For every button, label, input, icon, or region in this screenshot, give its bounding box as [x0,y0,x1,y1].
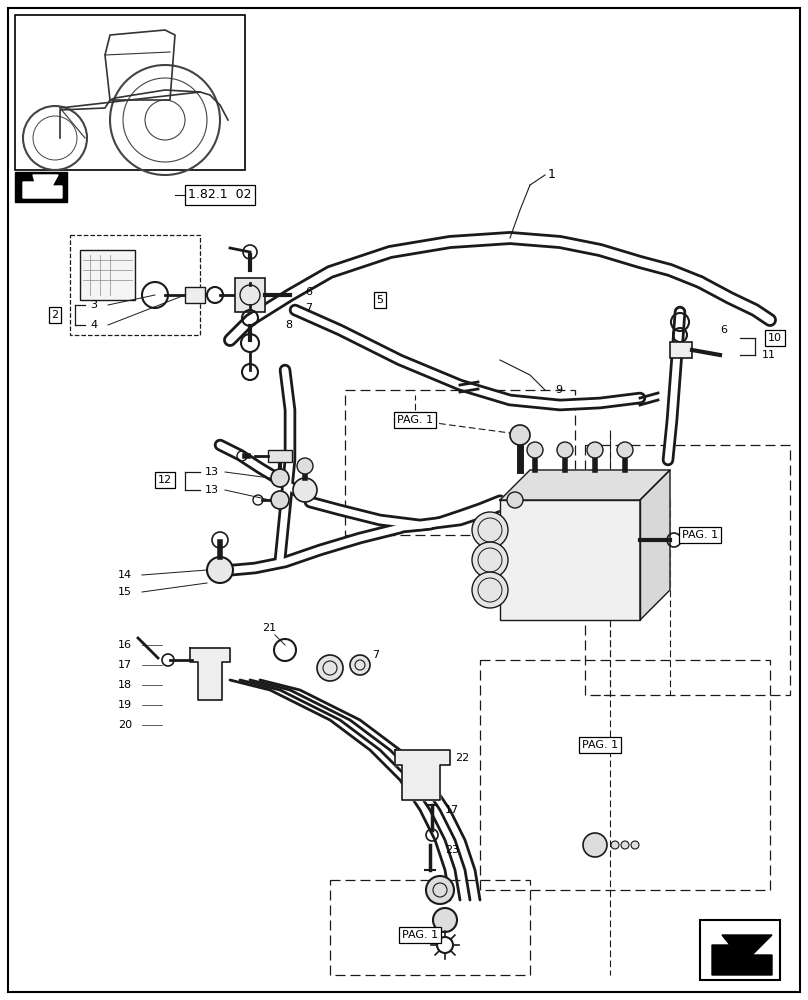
Text: 17: 17 [118,660,133,670]
Text: 20: 20 [118,720,133,730]
Bar [670,342,692,358]
Circle shape [617,442,633,458]
Text: 12: 12 [158,475,172,485]
Polygon shape [395,750,450,800]
Circle shape [472,512,508,548]
Polygon shape [640,470,670,620]
Text: 5: 5 [377,295,384,305]
Circle shape [433,908,457,932]
Text: 23: 23 [445,845,459,855]
Polygon shape [500,470,670,500]
Text: 21: 21 [262,623,276,633]
Text: 3: 3 [90,300,97,310]
Bar [235,278,265,312]
Text: 7: 7 [305,303,312,313]
Bar [80,250,135,300]
Circle shape [271,469,289,487]
Text: 18: 18 [118,680,133,690]
Text: 13: 13 [205,485,219,495]
Text: 1: 1 [548,168,556,182]
Text: PAG. 1: PAG. 1 [397,415,433,425]
Text: PAG. 1: PAG. 1 [582,740,618,750]
Text: 22: 22 [455,753,469,763]
Text: 8: 8 [285,320,292,330]
Circle shape [271,491,289,509]
Circle shape [426,876,454,904]
Text: 6: 6 [305,287,312,297]
Polygon shape [712,935,772,975]
Bar [480,660,770,890]
Text: 4: 4 [90,320,97,330]
Circle shape [207,557,233,583]
Text: 7: 7 [372,650,379,660]
Text: 10: 10 [768,333,782,343]
Circle shape [621,841,629,849]
Polygon shape [190,648,230,700]
Circle shape [527,442,543,458]
Bar [345,390,575,535]
Bar [15,15,245,170]
Text: 15: 15 [118,587,132,597]
Bar [585,445,790,695]
Text: 13: 13 [205,467,219,477]
Text: 11: 11 [762,350,776,360]
Bar [268,450,292,462]
Circle shape [587,442,603,458]
Text: 2: 2 [52,310,58,320]
Polygon shape [500,500,640,620]
Bar [15,172,67,202]
Polygon shape [23,175,62,198]
Text: 19: 19 [118,700,133,710]
Circle shape [297,458,313,474]
Circle shape [507,492,523,508]
Circle shape [510,425,530,445]
Text: PAG. 1: PAG. 1 [402,930,438,940]
Text: PAG. 1: PAG. 1 [682,530,718,540]
Text: 17: 17 [445,805,459,815]
Text: 6: 6 [720,325,727,335]
Text: 16: 16 [118,640,132,650]
Text: 9: 9 [555,385,562,395]
Circle shape [472,542,508,578]
Circle shape [557,442,573,458]
Circle shape [631,841,639,849]
Circle shape [317,655,343,681]
Text: 1.82.1  02: 1.82.1 02 [188,188,252,202]
Circle shape [293,478,317,502]
Circle shape [583,833,607,857]
Circle shape [611,841,619,849]
Bar [70,235,200,335]
Circle shape [472,572,508,608]
Circle shape [350,655,370,675]
Text: 14: 14 [118,570,133,580]
Bar [185,287,205,303]
Bar [700,920,780,980]
Bar [330,880,530,975]
